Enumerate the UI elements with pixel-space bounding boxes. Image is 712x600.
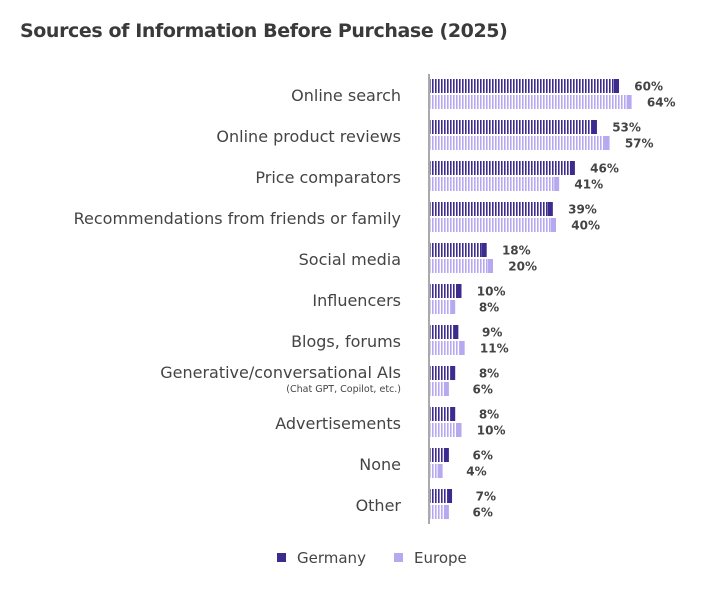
category-label-recommendations-from-friends-or-family: Recommendations from friends or family (74, 209, 401, 228)
bar-germany-online-product-reviews (430, 120, 597, 134)
bar-europe-other (430, 505, 449, 519)
category-label-advertisements: Advertisements (275, 414, 401, 433)
bar-germany-recommendations-from-friends-or-family (430, 202, 553, 216)
legend-label-europe: Europe (414, 549, 467, 567)
legend-label-germany: Germany (297, 549, 366, 567)
value-label-germany-blogs-forums: 9% (482, 326, 502, 340)
category-label-other: Other (356, 496, 402, 515)
value-label-germany-price-comparators: 46% (590, 162, 619, 176)
bar-europe-blogs-forums (430, 341, 465, 355)
value-label-europe-advertisements: 10% (477, 424, 506, 438)
chart-title: Sources of Information Before Purchase (… (20, 20, 508, 42)
bar-europe-generative-conversational-ais (430, 382, 449, 396)
value-label-europe-recommendations-from-friends-or-family: 40% (571, 219, 600, 233)
value-label-europe-generative-conversational-ais: 6% (473, 383, 493, 397)
bar-europe-recommendations-from-friends-or-family (430, 218, 556, 232)
bar-germany-social-media (430, 243, 487, 257)
bar-germany-none (430, 448, 449, 462)
bar-germany-advertisements (430, 407, 456, 421)
legend-swatch-germany (277, 553, 286, 562)
bar-germany-online-search (430, 79, 619, 93)
value-label-germany-none: 6% (473, 449, 493, 463)
bar-europe-online-product-reviews (430, 136, 610, 150)
bar-germany-other (430, 489, 453, 503)
category-label-social-media: Social media (299, 250, 401, 269)
value-label-europe-price-comparators: 41% (574, 178, 603, 192)
value-label-europe-online-search: 64% (647, 96, 676, 110)
category-label-online-product-reviews: Online product reviews (216, 127, 401, 146)
bar-europe-price-comparators (430, 177, 560, 191)
value-label-germany-advertisements: 8% (479, 408, 499, 422)
bar-europe-online-search (430, 95, 632, 109)
category-label-generative-conversational-ais: Generative/conversational AIs (160, 363, 401, 382)
value-label-germany-influencers: 10% (477, 285, 506, 299)
legend: Germany Europe (277, 549, 467, 567)
legend-swatch-europe (394, 553, 403, 562)
bar-germany-price-comparators (430, 161, 575, 175)
value-label-europe-influencers: 8% (479, 301, 499, 315)
value-label-germany-online-search: 60% (634, 80, 663, 94)
value-label-germany-generative-conversational-ais: 8% (479, 367, 499, 381)
bar-europe-advertisements (430, 423, 462, 437)
category-label-online-search: Online search (291, 86, 401, 105)
category-label-influencers: Influencers (312, 291, 401, 310)
bar-europe-none (430, 464, 443, 478)
category-label-price-comparators: Price comparators (255, 168, 401, 187)
value-label-germany-recommendations-from-friends-or-family: 39% (568, 203, 597, 217)
value-label-europe-online-product-reviews: 57% (625, 137, 654, 151)
value-label-europe-blogs-forums: 11% (480, 342, 509, 356)
value-label-europe-none: 4% (466, 465, 486, 479)
bar-europe-influencers (430, 300, 456, 314)
value-label-europe-social-media: 20% (508, 260, 537, 274)
bar-germany-blogs-forums (430, 325, 459, 339)
bar-germany-generative-conversational-ais (430, 366, 456, 380)
category-note-generative-conversational-ais: (Chat GPT, Copilot, etc.) (286, 384, 401, 395)
category-label-none: None (359, 455, 401, 474)
bar-europe-social-media (430, 259, 493, 273)
category-label-blogs-forums: Blogs, forums (291, 332, 401, 351)
value-label-germany-social-media: 18% (502, 244, 531, 258)
bar-germany-influencers (430, 284, 462, 298)
value-label-europe-other: 6% (473, 506, 493, 520)
value-label-germany-other: 7% (476, 490, 496, 504)
value-label-germany-online-product-reviews: 53% (612, 121, 641, 135)
